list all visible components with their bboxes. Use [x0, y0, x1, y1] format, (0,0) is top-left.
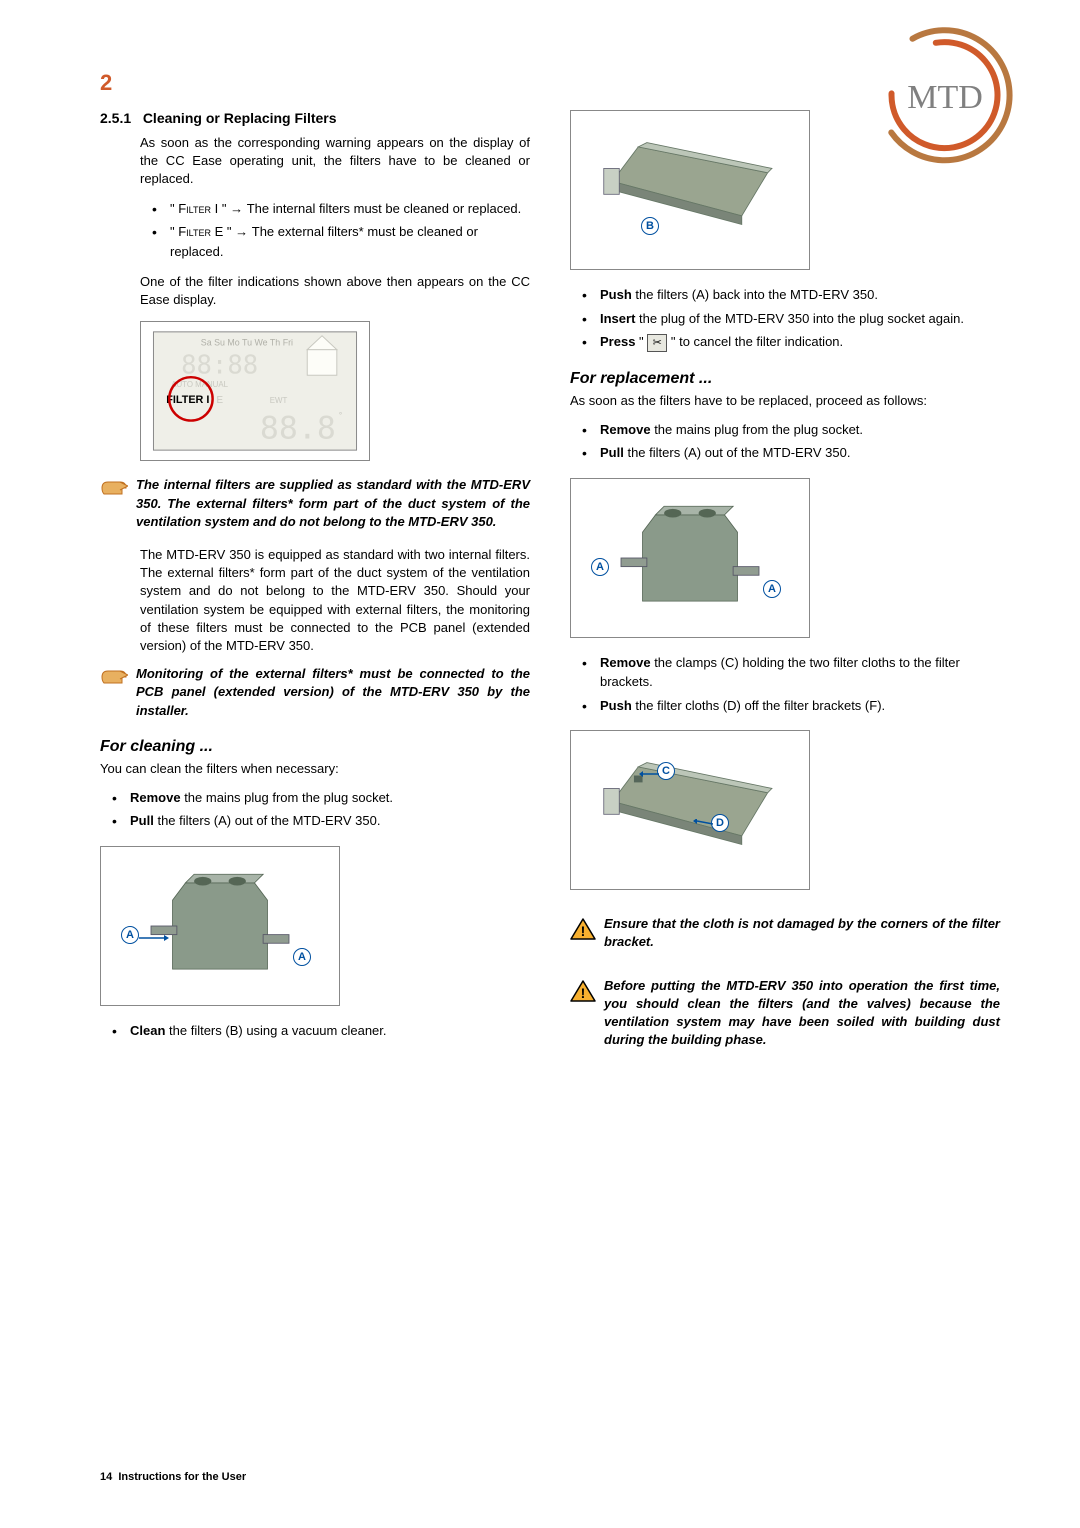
- indication-text: One of the filter indications shown abov…: [140, 273, 530, 309]
- figure-filter-b: B: [570, 110, 810, 270]
- svg-text:°: °: [339, 411, 343, 421]
- warning-triangle-icon: !: [570, 917, 596, 941]
- push-insert-press-list: Push the filters (A) back into the MTD-E…: [570, 285, 1000, 352]
- step-insert-plug: Insert the plug of the MTD-ERV 350 into …: [570, 309, 1000, 329]
- callout-a2: A: [293, 948, 311, 966]
- footer: 14 Instructions for the User: [100, 1471, 246, 1483]
- warning-first-operation: ! Before putting the MTD-ERV 350 into op…: [570, 977, 1000, 1050]
- filter-e-item: " Filter E " → The external filters* mus…: [140, 222, 530, 261]
- svg-text:FILTER I: FILTER I: [166, 394, 209, 406]
- svg-text:Sa Su Mo Tu We Th Fri: Sa Su Mo Tu We Th Fri: [201, 338, 293, 348]
- callout-b: B: [641, 217, 659, 235]
- cleaning-step-clean: Clean the filters (B) using a vacuum cle…: [100, 1021, 530, 1041]
- replacement-intro: As soon as the filters have to be replac…: [570, 392, 1000, 410]
- svg-text:88.8: 88.8: [260, 411, 336, 447]
- figure-unit-a-2: A A: [570, 478, 810, 638]
- cleaning-intro: You can clean the filters when necessary…: [100, 760, 530, 778]
- svg-text:88:88: 88:88: [181, 351, 258, 381]
- cleaning-steps-before: Remove the mains plug from the plug sock…: [100, 788, 530, 831]
- step-clean-vacuum: Clean the filters (B) using a vacuum cle…: [100, 1021, 530, 1041]
- figure-unit-a: A A: [100, 846, 340, 1006]
- callout-a1: A: [121, 926, 139, 944]
- warning-cloth: ! Ensure that the cloth is not damaged b…: [570, 915, 1000, 951]
- callout-d: D: [711, 814, 729, 832]
- step-push-filters: Push the filters (A) back into the MTD-E…: [570, 285, 1000, 305]
- replacement-steps2: Remove the clamps (C) holding the two fi…: [570, 653, 1000, 716]
- callout-a4: A: [763, 580, 781, 598]
- callout-c: C: [657, 762, 675, 780]
- page-number: 2: [100, 70, 112, 96]
- note-internal-filters: The internal filters are supplied as sta…: [100, 476, 530, 531]
- step-press-cancel: Press " ✂ " to cancel the filter indicat…: [570, 332, 1000, 352]
- hand-pointer-icon: [100, 667, 128, 687]
- filter-i-item: " Filter I " → The internal filters must…: [140, 199, 530, 219]
- cleaning-heading: For cleaning ...: [100, 738, 530, 756]
- replacement-steps1: Remove the mains plug from the plug sock…: [570, 420, 1000, 463]
- callout-a3: A: [591, 558, 609, 576]
- svg-text:MTD: MTD: [907, 79, 983, 116]
- cc-ease-display-figure: Sa Su Mo Tu We Th Fri 88:88 AUTO MANUAL …: [140, 321, 370, 461]
- right-column: B Push the filters (A) back into the MTD…: [570, 110, 1000, 1064]
- filter-code-list: " Filter I " → The internal filters must…: [140, 199, 530, 262]
- replacement-heading: For replacement ...: [570, 370, 1000, 388]
- rep-step-pull-filters: Pull the filters (A) out of the MTD-ERV …: [570, 443, 1000, 463]
- mtd-logo: MTD: [870, 20, 1020, 170]
- svg-text:E: E: [217, 395, 224, 406]
- intro-text: As soon as the corresponding warning app…: [140, 134, 530, 189]
- warning-triangle-icon: !: [570, 979, 596, 1003]
- step-pull-filters: Pull the filters (A) out of the MTD-ERV …: [100, 811, 530, 831]
- rep-step-push-cloths: Push the filter cloths (D) off the filte…: [570, 696, 1000, 716]
- step-remove-plug: Remove the mains plug from the plug sock…: [100, 788, 530, 808]
- svg-text:!: !: [581, 985, 586, 1001]
- note-monitoring: Monitoring of the external filters* must…: [100, 665, 530, 720]
- figure-filter-cd: C D: [570, 730, 810, 890]
- rep-step-remove-clamps: Remove the clamps (C) holding the two fi…: [570, 653, 1000, 692]
- hand-pointer-icon: [100, 478, 128, 498]
- cancel-button-icon: ✂: [647, 334, 667, 352]
- svg-text:!: !: [581, 923, 586, 939]
- left-column: 2.5.1 Cleaning or Replacing Filters As s…: [100, 110, 530, 1064]
- standard-equipment-text: The MTD-ERV 350 is equipped as standard …: [140, 546, 530, 655]
- rep-step-remove-plug: Remove the mains plug from the plug sock…: [570, 420, 1000, 440]
- section-heading: 2.5.1 Cleaning or Replacing Filters: [100, 110, 530, 126]
- svg-text:EWT: EWT: [270, 396, 288, 405]
